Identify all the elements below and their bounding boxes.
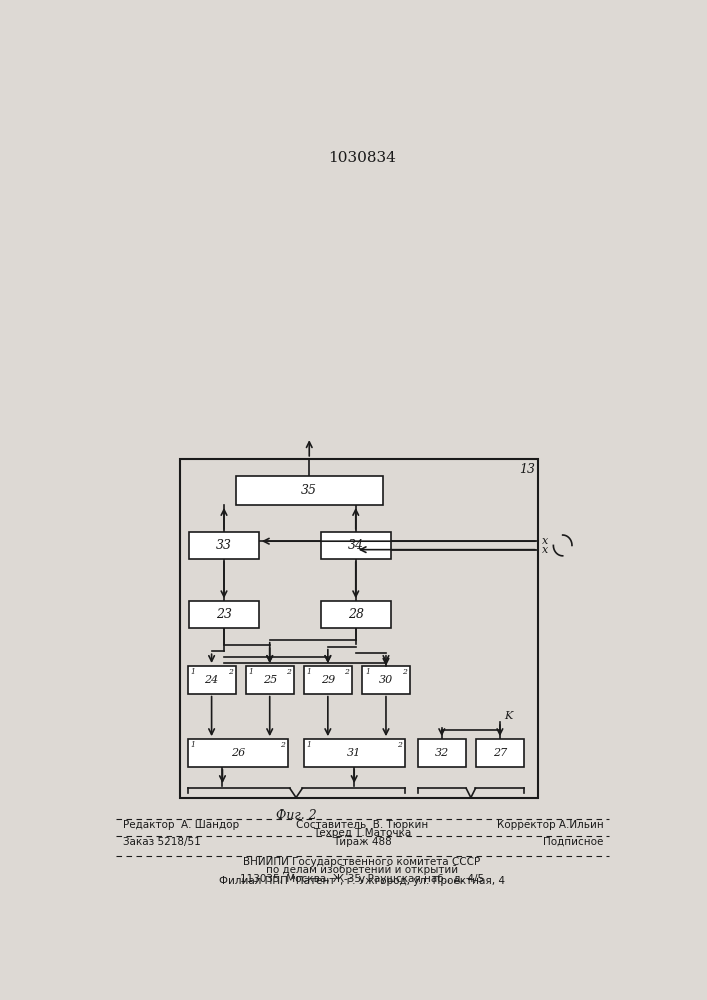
Text: 1: 1 xyxy=(249,668,254,676)
Text: 1: 1 xyxy=(307,741,312,749)
FancyBboxPatch shape xyxy=(187,666,235,694)
FancyBboxPatch shape xyxy=(418,739,466,767)
Text: 26: 26 xyxy=(230,748,245,758)
Text: 30: 30 xyxy=(379,675,393,685)
Text: Филиал ППП "Патент", г. Ужгород, ул. Проектная, 4: Филиал ППП "Патент", г. Ужгород, ул. Про… xyxy=(219,876,505,886)
FancyBboxPatch shape xyxy=(304,739,404,767)
Text: 1: 1 xyxy=(365,668,370,676)
FancyBboxPatch shape xyxy=(321,532,391,559)
Text: 34: 34 xyxy=(348,539,363,552)
Text: 25: 25 xyxy=(262,675,277,685)
Text: Корректор А.Ильин: Корректор А.Ильин xyxy=(497,820,604,830)
Text: x: x xyxy=(542,536,548,546)
Text: ВНИИПИ Государственного комитета СССР: ВНИИПИ Государственного комитета СССР xyxy=(243,857,481,867)
FancyBboxPatch shape xyxy=(235,476,383,505)
FancyBboxPatch shape xyxy=(304,666,352,694)
FancyBboxPatch shape xyxy=(476,739,524,767)
Text: 2: 2 xyxy=(397,741,402,749)
Text: 35: 35 xyxy=(301,484,317,497)
Text: Тираж 488: Тираж 488 xyxy=(332,837,392,847)
Text: 1: 1 xyxy=(191,741,196,749)
Text: 24: 24 xyxy=(204,675,218,685)
FancyBboxPatch shape xyxy=(362,666,410,694)
Text: 31: 31 xyxy=(347,748,361,758)
FancyBboxPatch shape xyxy=(189,601,259,628)
Text: Фиг. 2: Фиг. 2 xyxy=(276,809,317,822)
Text: по делам изобретений и открытий: по делам изобретений и открытий xyxy=(266,865,458,875)
Text: Подписное: Подписное xyxy=(544,837,604,847)
Text: 113035, Москва, Ж-35, Раушская наб., д. 4/5: 113035, Москва, Ж-35, Раушская наб., д. … xyxy=(240,874,484,884)
Text: Заказ 5218/51: Заказ 5218/51 xyxy=(123,837,201,847)
Text: 33: 33 xyxy=(216,539,232,552)
Text: K: K xyxy=(504,711,512,721)
Text: Составитель  В. Тюркин: Составитель В. Тюркин xyxy=(296,820,428,830)
Text: 2: 2 xyxy=(281,741,285,749)
Text: 1: 1 xyxy=(307,668,312,676)
Text: 2: 2 xyxy=(286,668,291,676)
Text: 13: 13 xyxy=(519,463,534,476)
Text: 23: 23 xyxy=(216,608,232,621)
Text: Редактор  А. Шандор: Редактор А. Шандор xyxy=(123,820,240,830)
Text: 27: 27 xyxy=(493,748,507,758)
Text: 29: 29 xyxy=(321,675,335,685)
FancyBboxPatch shape xyxy=(246,666,293,694)
FancyBboxPatch shape xyxy=(189,532,259,559)
Text: 2: 2 xyxy=(402,668,407,676)
Text: x: x xyxy=(542,545,548,555)
Text: 28: 28 xyxy=(348,608,363,621)
Text: 2: 2 xyxy=(228,668,233,676)
Text: Техред Т.Маточка: Техред Т.Маточка xyxy=(312,828,411,838)
Text: 1030834: 1030834 xyxy=(328,151,396,165)
FancyBboxPatch shape xyxy=(321,601,391,628)
Text: 1: 1 xyxy=(191,668,196,676)
Text: 2: 2 xyxy=(344,668,349,676)
FancyBboxPatch shape xyxy=(187,739,288,767)
Text: 32: 32 xyxy=(435,748,449,758)
